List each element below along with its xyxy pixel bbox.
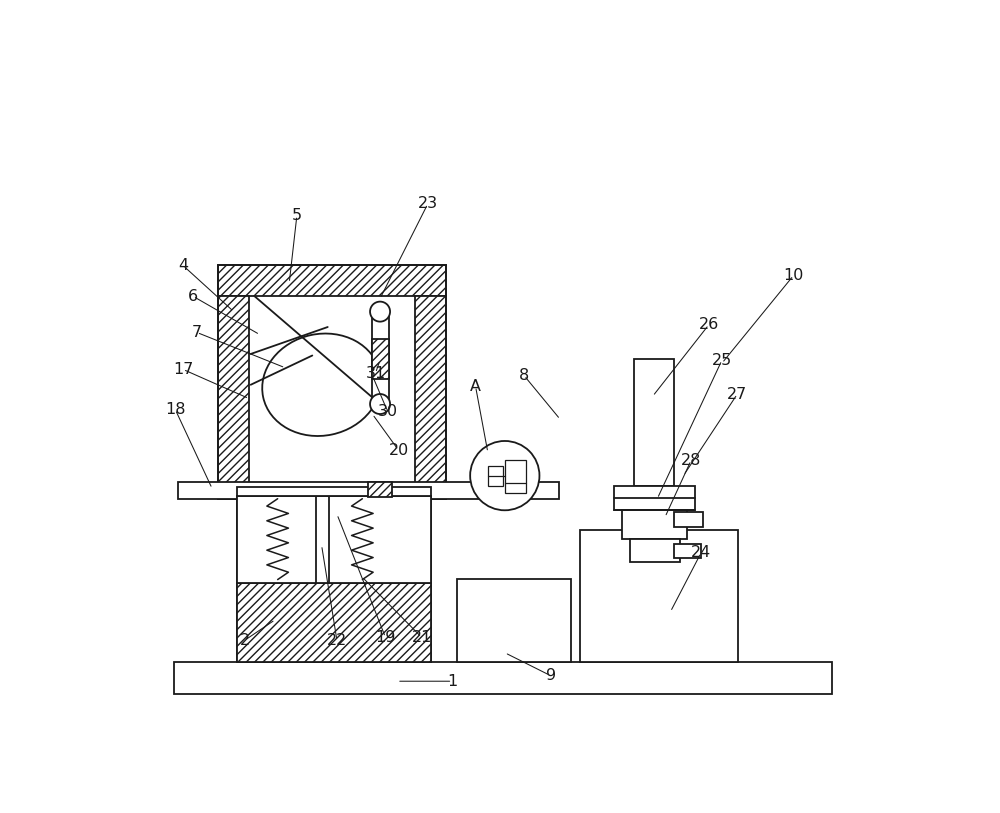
Text: 17: 17	[173, 362, 193, 377]
Bar	[622, 510, 687, 539]
Bar	[580, 529, 738, 662]
Text: 24: 24	[691, 546, 711, 560]
Text: 8: 8	[519, 368, 529, 383]
Circle shape	[470, 441, 539, 511]
Bar	[237, 487, 431, 497]
Bar	[372, 311, 389, 404]
Circle shape	[370, 302, 390, 322]
Bar	[237, 497, 431, 662]
Text: 23: 23	[418, 196, 438, 211]
Text: 22: 22	[327, 633, 347, 648]
Bar	[674, 512, 703, 527]
Bar	[237, 497, 431, 584]
Text: 26: 26	[699, 317, 719, 333]
Bar	[368, 482, 392, 498]
Text: 25: 25	[712, 353, 732, 367]
Text: 5: 5	[292, 208, 302, 223]
Bar	[218, 296, 249, 498]
Bar	[415, 296, 446, 498]
Text: 10: 10	[783, 268, 804, 283]
Bar	[178, 482, 559, 498]
Text: 18: 18	[165, 402, 185, 417]
Bar	[674, 544, 701, 558]
Circle shape	[370, 394, 390, 414]
Bar	[505, 460, 526, 493]
Text: 7: 7	[192, 325, 202, 340]
Text: 30: 30	[378, 404, 398, 420]
Bar	[174, 662, 832, 694]
Bar	[634, 359, 674, 486]
Text: A: A	[470, 379, 481, 393]
Bar	[488, 466, 503, 486]
Text: 19: 19	[375, 630, 396, 645]
Text: 2: 2	[239, 633, 250, 648]
Bar	[630, 539, 680, 562]
Bar	[372, 338, 389, 379]
Bar	[237, 584, 431, 662]
Ellipse shape	[262, 333, 381, 436]
Text: 28: 28	[681, 453, 701, 467]
Text: 27: 27	[727, 386, 747, 402]
Text: 21: 21	[411, 630, 432, 645]
Text: 4: 4	[178, 258, 188, 273]
Text: 6: 6	[188, 289, 198, 304]
Bar	[218, 265, 446, 296]
Bar	[614, 486, 695, 510]
Text: 9: 9	[546, 668, 556, 684]
Text: 20: 20	[388, 443, 409, 458]
Text: 1: 1	[447, 674, 458, 689]
Bar	[457, 579, 571, 662]
Text: 31: 31	[365, 366, 386, 380]
